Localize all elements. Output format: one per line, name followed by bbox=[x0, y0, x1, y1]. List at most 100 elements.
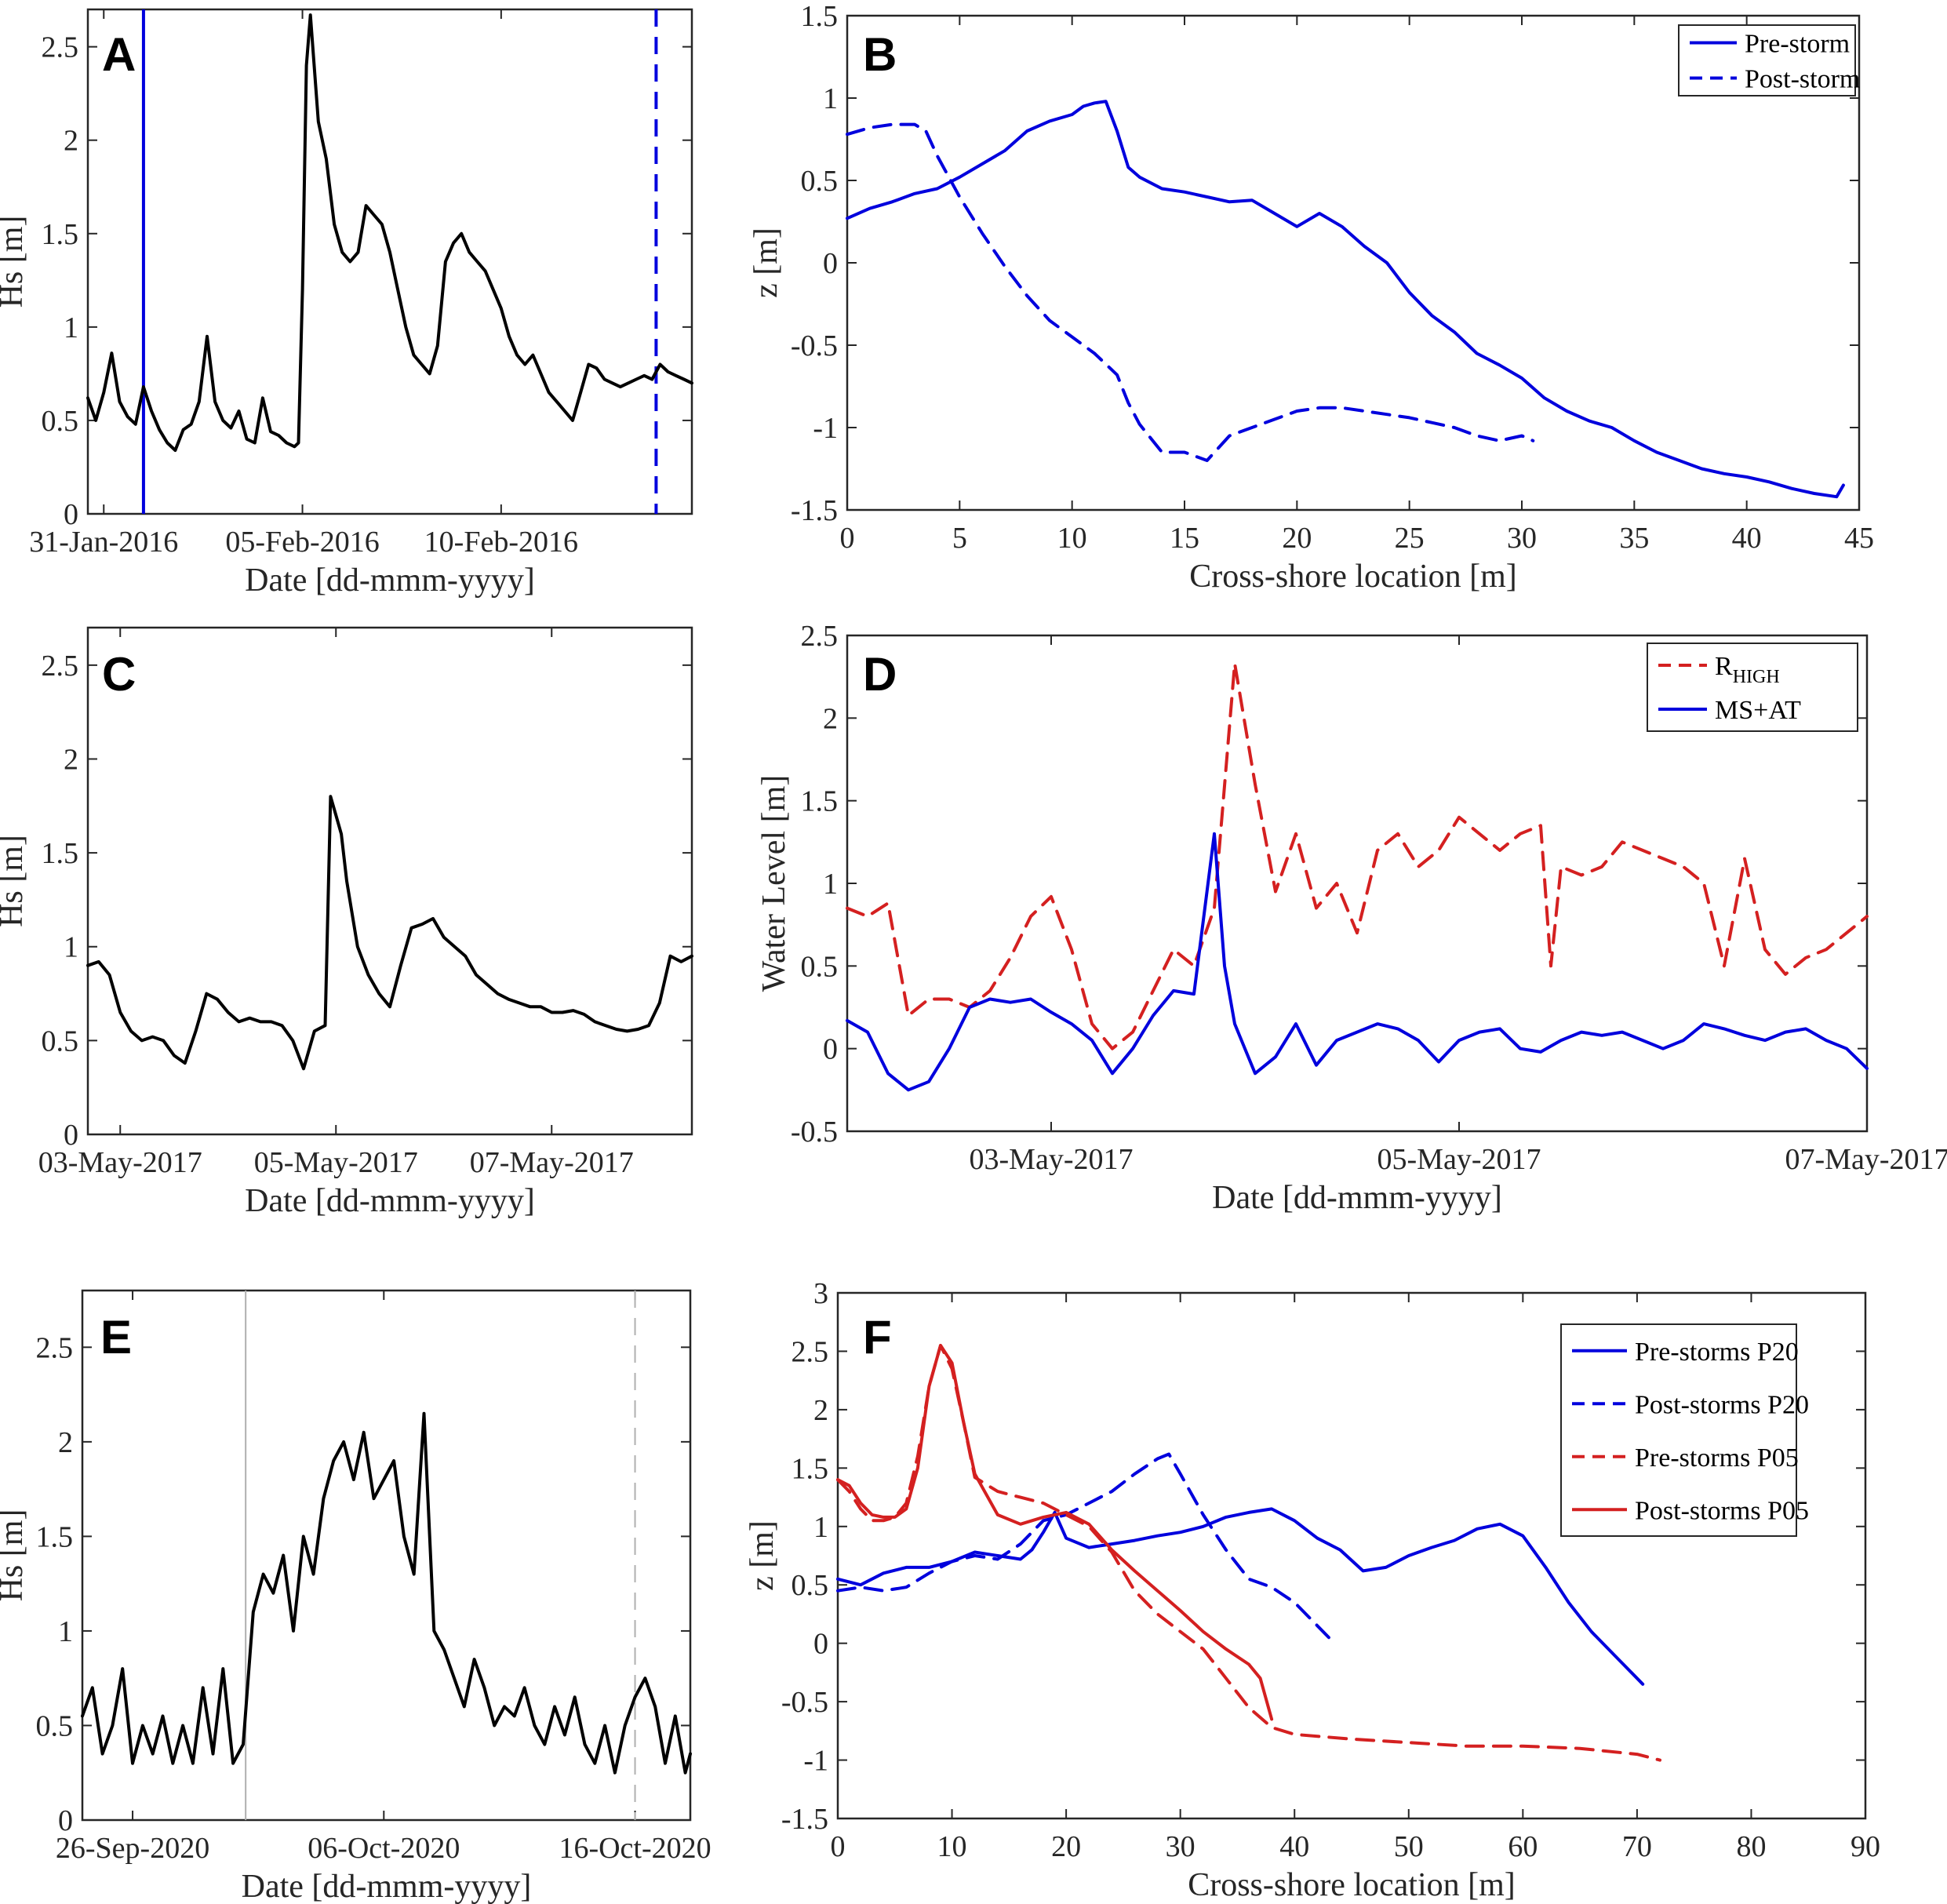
panel-e-x-axis-label: Date [dd-mmm-yyyy] bbox=[242, 1869, 532, 1904]
y-tick-label: 2.5 bbox=[792, 1335, 829, 1368]
series-pre-storms-p05-line bbox=[836, 1344, 1661, 1762]
legend-box bbox=[1678, 24, 1856, 96]
panel-c: 0 0.5 1 1.5 2 2.5 03-May-2017 05-May-2017 07-May… bbox=[0, 626, 693, 1219]
y-tick-label: 2 bbox=[64, 125, 78, 158]
panel-d: -0.5 0 0.5 1 1.5 2 2.5 03-May-2017 05-May-2017 07… bbox=[756, 620, 1947, 1216]
y-tick-label: 2.5 bbox=[42, 31, 79, 64]
y-tick-label: 0 bbox=[813, 1628, 828, 1661]
x-tick-label: 40 bbox=[1279, 1830, 1309, 1863]
x-tick-label: 60 bbox=[1508, 1830, 1538, 1863]
x-tick-label: 07-May-2017 bbox=[1785, 1143, 1947, 1176]
x-tick-label: 05-May-2017 bbox=[254, 1146, 418, 1179]
x-tick-label: 15 bbox=[1170, 522, 1199, 555]
y-tick-label: 2.5 bbox=[36, 1331, 74, 1364]
panel-c-y-axis-label: Hs [m] bbox=[0, 835, 30, 927]
x-tick-label: 05-May-2017 bbox=[1377, 1143, 1541, 1176]
series-ms-at-line bbox=[846, 832, 1869, 1092]
x-tick-label: 30 bbox=[1507, 522, 1537, 555]
panel-e-letter: E bbox=[100, 1311, 132, 1363]
panel-a-letter: A bbox=[102, 28, 136, 81]
y-tick-label: 1 bbox=[823, 868, 838, 901]
x-tick-label: 10-Feb-2016 bbox=[424, 526, 578, 559]
y-tick-label: 1 bbox=[823, 82, 838, 115]
x-tick-label: 05-Feb-2016 bbox=[225, 526, 379, 559]
x-tick-label: 5 bbox=[952, 522, 967, 555]
series-post-storms-p20-line bbox=[836, 1452, 1337, 1645]
y-tick-label: 0 bbox=[58, 1804, 73, 1837]
series-hs-line bbox=[81, 1411, 692, 1775]
panel-b-letter: B bbox=[863, 28, 897, 81]
x-tick-label: 20 bbox=[1051, 1830, 1081, 1863]
panel-d-x-axis-label: Date [dd-mmm-yyyy] bbox=[1212, 1180, 1502, 1216]
y-tick-label: 2 bbox=[64, 743, 78, 776]
y-tick-label: 1 bbox=[64, 931, 78, 964]
x-tick-label: 0 bbox=[840, 522, 855, 555]
x-tick-label: 07-May-2017 bbox=[470, 1146, 634, 1179]
y-tick-label: 0.5 bbox=[36, 1709, 74, 1742]
x-tick-label: 16-Oct-2020 bbox=[559, 1832, 711, 1865]
legend-entry-label: Pre-storms P05 bbox=[1635, 1443, 1799, 1473]
x-tick-label: 80 bbox=[1736, 1830, 1766, 1863]
panel-e: 0 0.5 1 1.5 2 2.5 26-Sep-2020 06-Oct-2020 16-Oct… bbox=[0, 1289, 711, 1904]
panel-a-x-axis-label: Date [dd-mmm-yyyy] bbox=[245, 562, 535, 599]
y-tick-label: 1.5 bbox=[42, 837, 79, 870]
y-tick-label: -0.5 bbox=[781, 1686, 828, 1719]
y-tick-label: 1.5 bbox=[792, 1452, 829, 1485]
x-tick-label: 03-May-2017 bbox=[38, 1146, 202, 1179]
x-tick-label: 06-Oct-2020 bbox=[308, 1832, 460, 1865]
legend-entry-label: Post-storms P05 bbox=[1635, 1496, 1809, 1525]
legend-box bbox=[1560, 1323, 1797, 1537]
x-tick-label: 45 bbox=[1844, 522, 1874, 555]
y-tick-label: 1.5 bbox=[42, 218, 79, 251]
panel-e-y-axis-label: Hs [m] bbox=[0, 1509, 30, 1602]
y-tick-label: 0 bbox=[64, 498, 78, 531]
panel-f-letter: F bbox=[863, 1311, 892, 1363]
y-tick-label: 2 bbox=[823, 702, 838, 735]
y-tick-label: 0.5 bbox=[792, 1569, 829, 1602]
panel-f-x-axis-label: Cross-shore location [m] bbox=[1188, 1867, 1516, 1903]
y-tick-label: 1.5 bbox=[801, 0, 839, 33]
series-hs-line bbox=[86, 13, 693, 452]
x-tick-label: 35 bbox=[1619, 522, 1649, 555]
x-tick-label: 90 bbox=[1851, 1830, 1880, 1863]
y-tick-label: -1 bbox=[803, 1745, 828, 1778]
series-r-high-line bbox=[846, 661, 1869, 1050]
x-tick-label: 50 bbox=[1394, 1830, 1424, 1863]
panel-c-x-axis-label: Date [dd-mmm-yyyy] bbox=[245, 1183, 535, 1219]
panel-a-y-axis-label: Hs [m] bbox=[0, 216, 30, 308]
legend-entry-label: Post-storm bbox=[1745, 65, 1860, 94]
y-tick-label: 0 bbox=[823, 1033, 838, 1066]
y-tick-label: 0 bbox=[64, 1119, 78, 1152]
y-tick-label: -0.5 bbox=[791, 329, 838, 362]
y-tick-label: 1 bbox=[813, 1511, 828, 1544]
legend-entry-label: Pre-storms P20 bbox=[1635, 1338, 1799, 1367]
y-tick-label: 3 bbox=[813, 1277, 828, 1310]
y-tick-label: 1.5 bbox=[801, 785, 839, 818]
x-tick-label: 03-May-2017 bbox=[970, 1143, 1134, 1176]
y-tick-label: 0.5 bbox=[801, 165, 839, 198]
y-tick-label: -1 bbox=[813, 412, 838, 445]
y-tick-label: -1.5 bbox=[781, 1803, 828, 1836]
x-tick-label: 70 bbox=[1622, 1830, 1652, 1863]
y-tick-label: 1.5 bbox=[36, 1520, 74, 1553]
x-tick-label: 40 bbox=[1732, 522, 1762, 555]
legend-entry-subscript: HIGH bbox=[1733, 667, 1780, 687]
y-tick-label: 2.5 bbox=[801, 620, 839, 653]
y-tick-label: 0.5 bbox=[42, 405, 79, 438]
panel-f: -1.5-1-0.500.511.522.530 10 20 30 40 50 60 70 80… bbox=[744, 1277, 1880, 1903]
x-tick-label: 10 bbox=[1057, 522, 1087, 555]
legend-entry-label: MS+AT bbox=[1715, 696, 1801, 725]
series-post-storm-line bbox=[846, 122, 1535, 462]
panel-c-axes-frame bbox=[86, 626, 693, 1136]
panel-b-y-axis-label: z [m] bbox=[748, 228, 784, 298]
x-tick-label: 0 bbox=[831, 1830, 846, 1863]
legend-entry-label: Post-storms P20 bbox=[1635, 1390, 1809, 1419]
y-tick-label: 1 bbox=[58, 1615, 73, 1648]
panel-b: -1.5 -1 -0.5 0 0.5 1 1.5 0 5 10 15 20 25 30 35 40 45 Cros… bbox=[748, 0, 1874, 595]
y-tick-label: 2 bbox=[58, 1426, 73, 1459]
panel-f-y-axis-label: z [m] bbox=[744, 1520, 781, 1591]
panel-c-letter: C bbox=[102, 648, 136, 701]
panel-a: 0 0.5 1 1.5 2 2.5 31-Jan-2016 05-Feb-2016 10-Feb… bbox=[0, 8, 693, 599]
panel-d-y-axis-label: Water Level [m] bbox=[756, 775, 792, 992]
